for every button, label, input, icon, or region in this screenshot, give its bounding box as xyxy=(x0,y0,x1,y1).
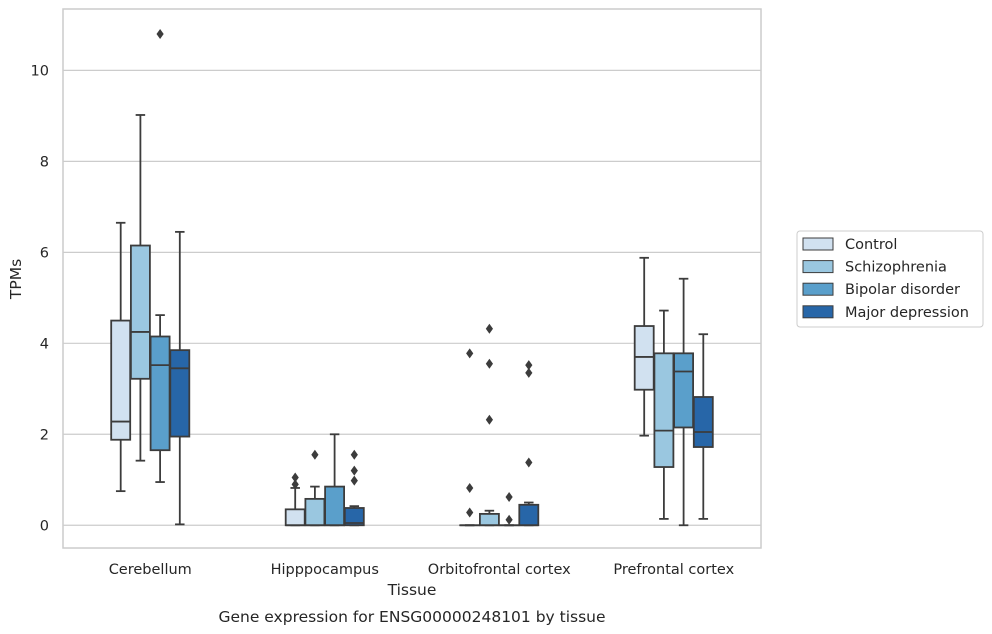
box-iqr xyxy=(633,325,655,391)
outlier-point xyxy=(485,414,493,425)
legend-label: Major depression xyxy=(845,305,969,321)
box-control xyxy=(459,348,481,527)
outlier-point xyxy=(350,465,358,476)
legend-label: Schizophrenia xyxy=(845,260,947,276)
box-iqr xyxy=(653,352,675,468)
outlier-point xyxy=(466,507,474,518)
outlier-point xyxy=(156,29,164,40)
x-axis-title: Tissue xyxy=(387,581,437,599)
box-iqr xyxy=(692,396,714,448)
box-iqr xyxy=(478,512,500,527)
box-major-depression xyxy=(343,449,365,527)
outlier-point xyxy=(525,367,533,378)
outlier-point xyxy=(485,323,493,334)
legend: Control Schizophrenia Bipolar disorder Majo… xyxy=(796,230,984,328)
box-iqr xyxy=(324,485,346,527)
box-control xyxy=(284,472,306,527)
box-bipolar-disorder xyxy=(673,277,694,527)
legend-swatch xyxy=(802,282,834,296)
box-bipolar-disorder xyxy=(498,492,520,527)
legend-label: Control xyxy=(845,237,897,253)
outlier-point xyxy=(525,457,533,468)
box-schizophrenia xyxy=(478,323,500,527)
box-bipolar-disorder xyxy=(324,433,346,527)
outlier-point xyxy=(291,479,299,490)
outlier-point xyxy=(505,514,513,525)
outlier-point xyxy=(350,449,358,460)
outlier-point xyxy=(466,482,474,493)
box-schizophrenia xyxy=(653,309,675,520)
figure-caption: Gene expression for ENSG00000248101 by t… xyxy=(218,608,605,626)
box-iqr xyxy=(343,507,365,527)
legend-swatch xyxy=(802,260,834,274)
y-tick-label: 4 xyxy=(40,336,49,352)
y-tick-label: 2 xyxy=(40,427,49,443)
x-tick-label: Hipppocampus xyxy=(271,562,379,578)
y-axis-title: TPMs xyxy=(7,259,25,300)
box-iqr xyxy=(149,335,171,452)
outlier-point xyxy=(525,360,533,371)
x-tick-label: Prefrontal cortex xyxy=(613,562,734,578)
plot-area-frame xyxy=(62,8,762,549)
outlier-point xyxy=(350,475,358,486)
box-schizophrenia xyxy=(129,114,151,462)
box-control xyxy=(110,221,132,493)
legend-swatch xyxy=(802,305,834,319)
legend-label: Bipolar disorder xyxy=(845,282,960,298)
y-axis-tick-labels: 0 2 4 6 8 10 xyxy=(31,63,49,534)
box-major-depression xyxy=(169,230,191,526)
outlier-point xyxy=(311,449,319,460)
box-iqr xyxy=(284,508,306,527)
y-tick-label: 10 xyxy=(31,63,49,79)
legend-frame xyxy=(796,230,984,328)
box-iqr xyxy=(169,349,191,438)
box-iqr xyxy=(129,244,151,380)
y-tick-label: 8 xyxy=(40,154,49,170)
outlier-point xyxy=(485,358,493,369)
outlier-point xyxy=(505,492,513,503)
box-iqr xyxy=(304,497,326,527)
y-tick-label: 6 xyxy=(40,245,49,261)
x-tick-label: Cerebellum xyxy=(109,562,192,578)
box-major-depression xyxy=(518,360,540,527)
boxes xyxy=(110,29,714,527)
legend-swatch xyxy=(802,237,834,251)
box-major-depression xyxy=(692,333,714,520)
x-axis-tick-labels: Cerebellum Hipppocampus Orbitofrontal cort… xyxy=(109,562,735,578)
box-iqr xyxy=(110,319,132,441)
box-iqr xyxy=(518,503,540,527)
outlier-point xyxy=(466,348,474,359)
y-tick-label: 0 xyxy=(40,518,49,534)
box-iqr xyxy=(673,352,694,429)
x-tick-label: Orbitofrontal cortex xyxy=(428,562,571,578)
outlier-point xyxy=(291,472,299,483)
